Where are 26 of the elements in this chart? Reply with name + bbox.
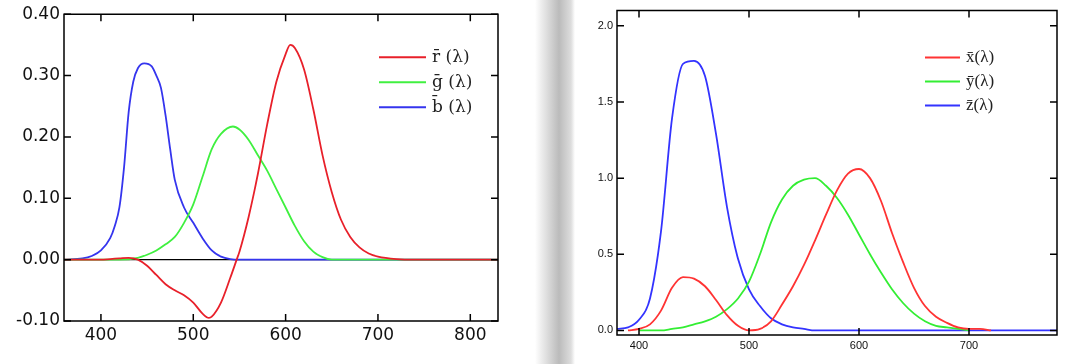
legend-label: ḡ (λ) — [432, 70, 473, 91]
x-tick-label: 400 — [629, 338, 649, 351]
x-tick-label: 700 — [959, 338, 979, 351]
y-tick-label: 0.5 — [597, 247, 613, 260]
y-tick-label: 2.0 — [597, 18, 613, 31]
y-tick-label: 0.00 — [22, 248, 60, 269]
y-tick-label: 0.30 — [22, 63, 60, 84]
y-tick-label: 0.10 — [22, 186, 60, 207]
y-tick-label: 1.0 — [597, 171, 613, 184]
x-tick-label: 600 — [269, 323, 302, 344]
legend-label: r̄ (λ) — [432, 45, 470, 66]
legend-label: ȳ(λ) — [966, 71, 995, 91]
x-tick-label: 800 — [454, 323, 487, 344]
x-tick-label: 600 — [849, 338, 869, 351]
legend-label: x̄(λ) — [966, 47, 995, 67]
legend-label: b̄ (λ) — [431, 93, 473, 116]
legend-label: z̄(λ) — [966, 95, 994, 115]
y-tick-label: 1.5 — [597, 95, 613, 108]
y-tick-label: -0.10 — [16, 309, 60, 330]
x-tick-label: 700 — [361, 323, 395, 344]
x-tick-label: 500 — [739, 338, 759, 351]
y-tick-label: 0.0 — [597, 323, 613, 336]
y-tick-label: 0.40 — [22, 2, 60, 23]
y-tick-label: 0.20 — [22, 125, 60, 146]
x-tick-label: 500 — [177, 323, 210, 344]
x-tick-label: 400 — [84, 323, 118, 344]
